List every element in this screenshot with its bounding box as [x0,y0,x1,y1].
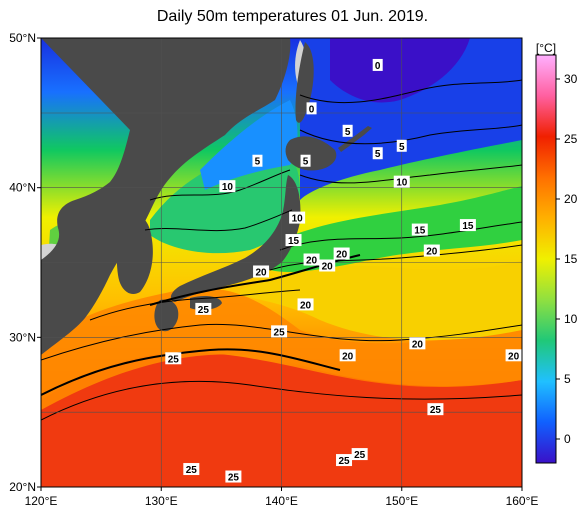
contour-label: 15 [285,234,302,247]
contour-label-text: 20 [322,261,334,272]
contour-label-text: 20 [336,250,348,261]
land-hokkaido [285,136,337,171]
japan-sea-north [200,100,298,190]
isotherm-lines [41,79,522,421]
contour-label-text: 20 [306,256,318,267]
contour-label: 20 [297,298,314,311]
contour-label-text: 25 [430,405,442,416]
lat-tick-label: 50°N [9,31,36,45]
contour-label: 5 [252,154,263,168]
contour-label-text: 15 [288,236,300,247]
contour-label: 20 [339,349,356,362]
contour-label: 10 [393,175,410,189]
contour-label-text: 10 [396,178,408,189]
contour-label: 25 [225,470,242,484]
contour-label-text: 5 [303,157,309,168]
contour-label: 15 [411,223,428,237]
contour-label-text: 25 [228,473,240,484]
contour-label-text: 5 [399,142,405,153]
land-kurils [338,126,372,152]
contour-label: 20 [333,247,350,261]
contour-label-text: 10 [292,214,304,225]
contour-label-text: 0 [375,61,381,72]
colorbar-tick-label: 15 [564,252,578,266]
contour-label-text: 25 [354,450,366,461]
colorbar-tick-label: 10 [564,312,578,326]
lon-tick-label: 150°E [385,494,418,508]
contour-label: 0 [306,102,317,115]
lat-tick-label: 30°N [9,330,36,344]
contour-label-text: 5 [345,127,351,138]
contour-label: 15 [459,219,476,232]
okhotsk-cold-water [330,38,470,103]
contour-label: 25 [336,454,353,467]
map-title: Daily 50m temperatures 01 Jun. 2019. [156,8,429,25]
contour-label: 5 [396,139,407,153]
colorbar-ticks: 0 5 10 15 20 25 30 [556,72,578,446]
contour-label-text: 20 [255,267,267,278]
contour-label: 20 [409,337,426,350]
contour-label: 10 [289,211,306,225]
contour-label-text: 25 [186,465,198,476]
contour-label-text: 10 [222,182,234,193]
contour-label: 25 [165,352,182,365]
colorbar-tick-label: 30 [564,72,578,86]
colorbar-unit: [°C] [536,41,556,55]
contour-label-text: 0 [309,104,315,115]
lon-tick-label: 140°E [265,494,298,508]
longitude-axis: 120°E 130°E 140°E 150°E 160°E [25,487,539,508]
contour-label: 5 [342,124,353,138]
contour-label: 20 [505,349,522,362]
contour-label-text: 25 [198,305,210,316]
contour-label: 20 [423,244,440,258]
lon-tick-label: 120°E [25,494,58,508]
contour-label-text: 20 [412,339,424,350]
contour-label-text: 15 [462,221,474,232]
contour-label: 25 [427,403,444,416]
land-kyushu [154,299,179,332]
contour-label-text: 20 [342,351,354,362]
contour-label: 20 [253,265,270,278]
subtropical-water [240,260,522,341]
contour-label-text: 20 [300,300,312,311]
colorbar-ramp [535,54,557,464]
colorbar: [°C] 0 5 10 15 20 25 30 [535,41,578,464]
contour-label-text: 15 [414,226,426,237]
colorbar-tick-label: 0 [564,432,571,446]
latitude-axis: 20°N 30°N 40°N 50°N [9,31,41,494]
colorbar-tick-label: 20 [564,192,578,206]
contour-label-text: 5 [375,149,381,160]
colorbar-tick-label: 25 [564,132,578,146]
contour-label-text: 25 [274,327,286,338]
contour-label: 5 [300,154,311,168]
land-korea [116,213,153,295]
contour-label: 25 [195,302,212,316]
contour-label: 10 [219,180,236,193]
contour-label-text: 25 [168,354,180,365]
contour-label-text: 20 [508,351,520,362]
contour-label-text: 25 [338,456,350,467]
contour-label: 25 [271,325,288,338]
land-continent [41,38,291,355]
lat-tick-label: 20°N [9,480,36,494]
contour-label: 20 [303,253,320,267]
lon-tick-label: 160°E [506,494,539,508]
contour-label: 20 [319,259,336,272]
contour-label: 0 [372,58,383,72]
contour-label: 25 [183,463,200,476]
contour-label: 25 [351,448,368,461]
contour-label-text: 5 [255,157,261,168]
lat-tick-label: 40°N [9,181,36,195]
colorbar-tick-label: 5 [564,372,571,386]
contour-label: 5 [372,147,383,160]
japan-sea-water [150,149,300,254]
contour-label-text: 20 [426,247,438,258]
lon-tick-label: 130°E [145,494,178,508]
transition-water [270,186,522,273]
